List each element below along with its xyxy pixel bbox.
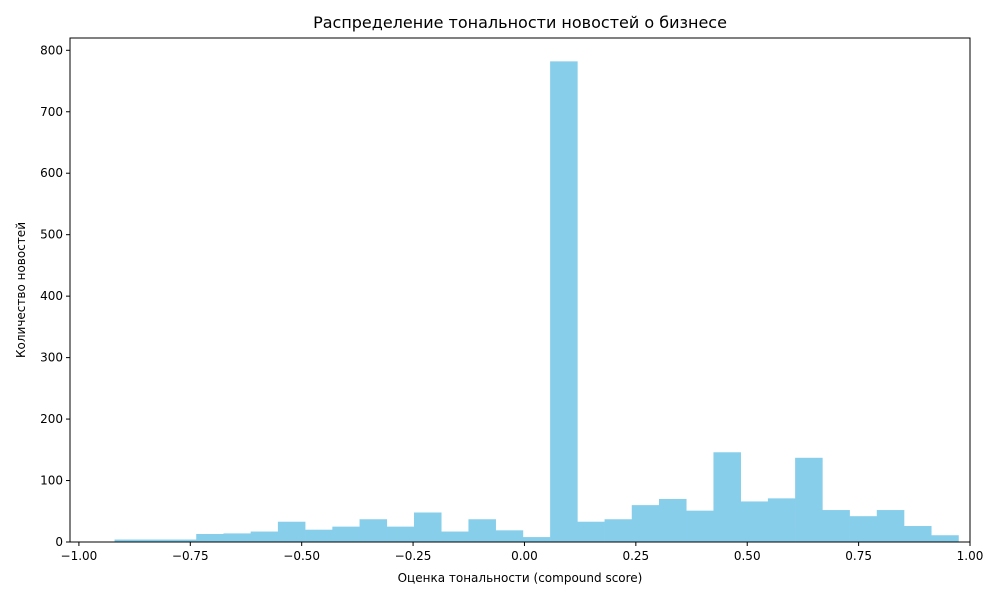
x-tick-label: 0.25 [622, 549, 649, 563]
histogram-bar [631, 505, 660, 542]
histogram-bar [305, 529, 333, 542]
y-tick-label: 200 [40, 412, 63, 426]
histogram-bar [931, 535, 959, 542]
histogram-bar [713, 452, 741, 542]
x-axis-label: Оценка тональности (compound score) [398, 571, 643, 585]
histogram-bar [686, 510, 714, 542]
y-tick-label: 400 [40, 289, 63, 303]
histogram-bar [196, 534, 224, 542]
x-tick-label: −1.00 [61, 549, 98, 563]
histogram-bar [414, 512, 442, 542]
y-axis-ticks: 0 100 200 300 400 500 600 700 800 [40, 43, 70, 549]
y-tick-label: 0 [55, 535, 63, 549]
x-axis-ticks: −1.00 −0.75 −0.50 −0.25 0.00 0.25 0.50 0.75 1.00 [61, 542, 984, 563]
histogram-bar [876, 510, 905, 542]
histogram-bar [604, 519, 633, 542]
y-tick-label: 300 [40, 351, 63, 365]
x-tick-label: 0.75 [845, 549, 872, 563]
y-axis-label: Количество новостей [14, 222, 28, 358]
histogram-bar [359, 519, 388, 542]
y-tick-label: 800 [40, 43, 63, 57]
bars-group [114, 61, 959, 542]
histogram-bar [659, 498, 687, 542]
histogram-bar [114, 539, 143, 542]
histogram-bar [904, 526, 932, 542]
x-tick-label: 1.00 [957, 549, 984, 563]
histogram-bar [223, 533, 251, 542]
histogram-bar [468, 519, 496, 542]
histogram-bar [495, 530, 524, 542]
y-tick-label: 700 [40, 105, 63, 119]
x-tick-label: 0.00 [511, 549, 538, 563]
histogram-bar [767, 498, 796, 542]
histogram-bar [849, 516, 878, 542]
histogram-bar [141, 539, 170, 542]
histogram-bar [441, 531, 469, 542]
histogram-bar [386, 526, 415, 542]
histogram-bar [822, 510, 850, 542]
x-tick-label: 0.50 [734, 549, 761, 563]
x-tick-label: −0.75 [172, 549, 209, 563]
histogram-bar [522, 537, 551, 542]
y-tick-label: 100 [40, 474, 63, 488]
x-tick-label: −0.50 [283, 549, 320, 563]
y-tick-label: 500 [40, 228, 63, 242]
y-tick-label: 600 [40, 166, 63, 180]
chart-title: Распределение тональности новостей о биз… [313, 13, 727, 32]
histogram-bar [277, 521, 306, 542]
histogram-bar [250, 531, 279, 542]
histogram-bar [795, 457, 823, 542]
histogram-bar [332, 526, 360, 542]
histogram-bar [740, 501, 769, 542]
plot-frame [69, 37, 971, 543]
histogram-bar [169, 539, 197, 542]
x-tick-label: −0.25 [395, 549, 432, 563]
histogram-bar [577, 521, 605, 542]
histogram-bar [550, 61, 578, 542]
